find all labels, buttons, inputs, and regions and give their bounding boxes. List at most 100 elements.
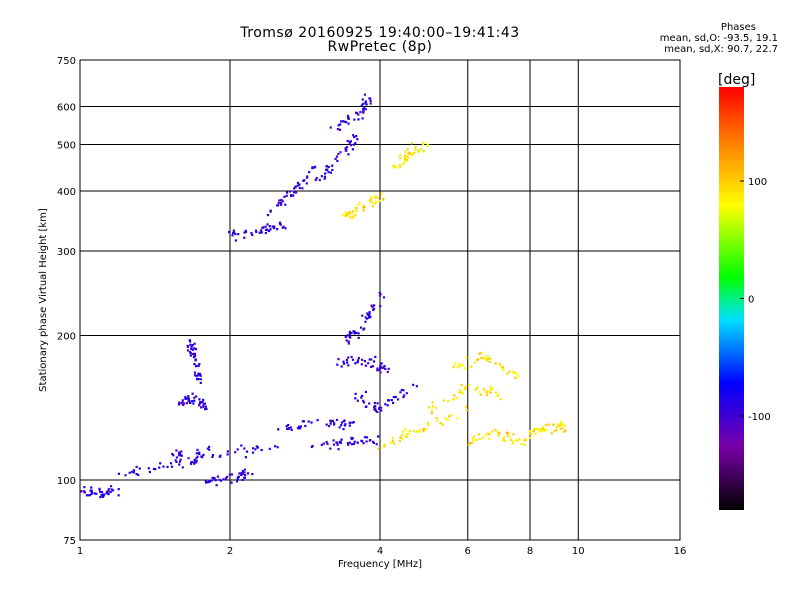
data-point <box>368 313 371 316</box>
data-point <box>461 363 464 366</box>
data-point <box>181 400 184 404</box>
data-point <box>191 352 194 356</box>
data-point <box>458 391 461 394</box>
data-point <box>495 391 498 394</box>
data-point <box>379 365 382 368</box>
data-point <box>178 463 181 466</box>
y-axis-label: Stationary phase Virtual Height [km] <box>38 208 49 392</box>
data-point <box>189 462 192 465</box>
data-point <box>538 428 541 431</box>
data-point <box>359 111 362 114</box>
data-point <box>484 434 487 437</box>
data-point <box>283 195 286 198</box>
data-point <box>345 146 349 149</box>
data-point <box>191 461 194 464</box>
data-point <box>187 395 190 398</box>
data-point <box>505 431 509 434</box>
data-point <box>400 388 403 392</box>
data-point <box>426 144 429 147</box>
data-point <box>393 442 396 445</box>
data-point <box>455 397 458 400</box>
data-point <box>277 428 280 431</box>
data-point <box>412 430 415 433</box>
data-point <box>396 398 400 401</box>
data-point <box>379 406 383 409</box>
data-point <box>368 199 372 203</box>
data-point <box>541 426 544 429</box>
data-point <box>269 210 272 213</box>
data-point <box>480 356 483 359</box>
chart-title: Tromsø 20160925 19:40:00–19:41:43 <box>240 25 520 41</box>
data-point <box>506 372 509 375</box>
data-point <box>193 371 197 374</box>
data-point <box>152 467 156 471</box>
data-point <box>477 433 480 436</box>
data-point <box>422 430 425 433</box>
data-point <box>344 147 347 150</box>
data-point <box>185 402 188 405</box>
data-point <box>351 358 355 361</box>
data-point <box>338 128 342 131</box>
data-point <box>482 356 485 359</box>
data-point <box>110 485 113 488</box>
data-point <box>308 171 311 174</box>
data-point <box>365 440 368 443</box>
data-point <box>561 427 564 430</box>
data-point <box>323 177 326 180</box>
data-point <box>488 360 491 364</box>
data-point <box>401 433 404 436</box>
data-point <box>350 355 353 359</box>
data-point <box>536 427 539 431</box>
data-point <box>178 401 181 404</box>
data-point <box>476 358 479 362</box>
data-point <box>351 437 354 440</box>
data-point <box>192 348 195 351</box>
data-point <box>193 462 196 465</box>
data-point <box>310 421 313 424</box>
data-point <box>198 398 201 401</box>
data-point <box>311 167 314 170</box>
data-point <box>512 433 515 436</box>
data-point <box>243 231 246 234</box>
data-point <box>422 150 425 153</box>
data-point <box>254 448 257 451</box>
data-point <box>335 441 338 444</box>
data-point <box>320 443 323 446</box>
data-point <box>364 390 367 393</box>
data-point <box>268 225 271 228</box>
data-point <box>362 206 365 209</box>
data-point <box>331 419 334 422</box>
data-point <box>294 185 297 188</box>
data-point <box>386 404 389 407</box>
data-point <box>271 225 274 228</box>
data-point <box>556 423 559 426</box>
data-point <box>486 394 489 397</box>
data-point <box>276 204 279 207</box>
data-point <box>377 447 380 450</box>
data-point <box>508 370 511 373</box>
data-point <box>378 294 382 297</box>
data-point <box>340 365 343 368</box>
data-point <box>344 423 347 426</box>
data-point <box>286 427 289 430</box>
data-point <box>240 473 243 477</box>
data-point <box>342 360 345 363</box>
data-point <box>107 488 110 491</box>
data-point <box>232 229 235 232</box>
data-point <box>347 213 350 216</box>
data-point <box>363 93 366 96</box>
data-point <box>218 478 221 481</box>
data-point <box>406 148 409 151</box>
data-point <box>352 215 355 218</box>
data-point <box>83 486 86 489</box>
data-point <box>467 443 470 446</box>
data-point <box>488 437 491 440</box>
data-point <box>189 352 192 355</box>
data-point <box>458 388 461 391</box>
data-point <box>436 419 439 423</box>
data-point <box>489 391 492 394</box>
data-point <box>325 165 328 168</box>
data-point <box>272 227 276 230</box>
data-point <box>347 356 350 359</box>
data-point <box>197 364 200 367</box>
